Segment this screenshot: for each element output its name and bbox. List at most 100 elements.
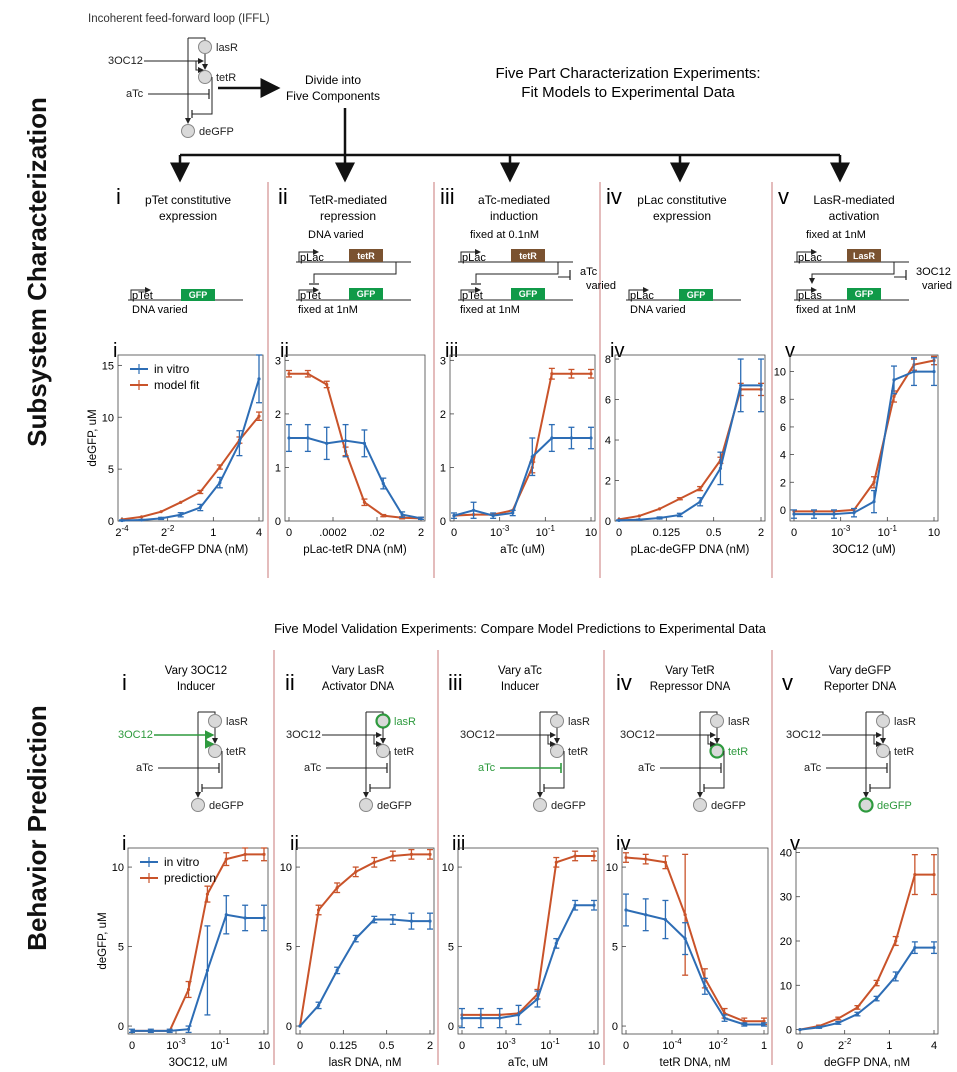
data-point xyxy=(287,372,291,376)
data-point xyxy=(644,857,648,861)
oc12-label: 3OC12 xyxy=(620,729,655,741)
data-point xyxy=(381,481,385,486)
data-point xyxy=(511,511,515,515)
data-point xyxy=(149,1029,153,1033)
y-tick-label: 15 xyxy=(102,360,114,372)
data-point xyxy=(742,1019,746,1023)
data-point xyxy=(836,1016,840,1021)
bottom-panel-header-ii: ii Vary LasR Activator DNA xyxy=(285,665,394,695)
promoter-label: pTet xyxy=(462,290,483,302)
data-point xyxy=(179,513,183,517)
oc12-label: 3OC12 xyxy=(786,729,821,741)
circuit-note: fixed at 1nM xyxy=(460,304,520,316)
series-line-in-vitro xyxy=(289,437,422,520)
data-point xyxy=(168,1029,172,1033)
lasR-node xyxy=(550,714,564,728)
panel-title-line1: pTet constitutive xyxy=(145,193,231,207)
panel-number: ii xyxy=(285,670,295,695)
chart-panel-number: v xyxy=(785,340,795,362)
data-point xyxy=(550,436,554,440)
y-tick-label: 10 xyxy=(102,412,114,424)
top-panel-header-iii: iii aTc-mediated induction xyxy=(440,184,550,223)
tetR-label: tetR xyxy=(216,72,236,84)
x-axis-label: 3OC12, uM xyxy=(169,1057,228,1069)
data-point xyxy=(325,382,329,387)
x-tick-label: 0 xyxy=(616,527,622,539)
characterization-title-line1: Five Part Characterization Experiments: xyxy=(495,65,760,82)
panel-title-line2: Repressor DNA xyxy=(650,681,731,693)
data-point xyxy=(742,1022,746,1027)
x-tick-label: 0.125 xyxy=(653,527,681,539)
data-point xyxy=(257,377,261,381)
data-point xyxy=(852,511,856,515)
x-tick-label: 0 xyxy=(459,1040,465,1052)
data-point xyxy=(372,917,376,922)
data-point xyxy=(391,854,395,858)
atc-label: aTc xyxy=(478,762,496,774)
data-point xyxy=(428,852,432,856)
lasR-label: lasR xyxy=(394,716,416,728)
data-point xyxy=(892,378,896,382)
panel-title-line1: TetR-mediated xyxy=(309,193,387,207)
panel-title-line1: LasR-mediated xyxy=(813,193,894,207)
top-panel-header-i: i pTet constitutive expression xyxy=(116,184,231,223)
data-point xyxy=(139,515,144,519)
x-tick-label: 1 xyxy=(761,1040,767,1052)
data-point xyxy=(262,916,266,920)
atc-label: aTc xyxy=(136,762,154,774)
legend-label: model fit xyxy=(154,378,200,392)
atc-label: aTc xyxy=(804,762,822,774)
circuit-note: DNA varied xyxy=(630,304,686,316)
top-panel-header-ii: ii TetR-mediated repression xyxy=(278,184,387,223)
lasR-label: lasR xyxy=(568,716,590,728)
data-point xyxy=(362,441,367,445)
x-tick-label: 2-2 xyxy=(838,1037,852,1052)
tetR-label: tetR xyxy=(568,746,588,758)
data-point xyxy=(159,516,163,521)
y-tick-label: 40 xyxy=(780,847,792,859)
data-point xyxy=(186,1027,191,1031)
x-tick-label: 1 xyxy=(886,1040,892,1052)
gene-box xyxy=(511,288,545,300)
gene-box xyxy=(847,288,881,300)
chart-panel-number: i xyxy=(113,340,117,362)
data-point xyxy=(573,854,577,858)
y-tick-label: 5 xyxy=(118,942,124,954)
x-tick-label: 10-3 xyxy=(831,524,851,539)
data-point xyxy=(516,1013,521,1017)
series-line-in-vitro xyxy=(794,370,934,516)
data-point xyxy=(759,383,763,387)
bottom-panel-header-v: v Vary deGFP Reporter DNA xyxy=(782,665,896,695)
data-point xyxy=(913,872,917,877)
data-point xyxy=(218,481,222,485)
x-tick-label: 10-1 xyxy=(878,524,898,539)
circuit-note: fixed at 1nM xyxy=(298,304,358,316)
lasR-label: lasR xyxy=(226,716,248,728)
data-point xyxy=(198,490,202,494)
gene-label: LasR xyxy=(853,251,876,261)
x-tick-label: 4 xyxy=(931,1040,937,1052)
y-tick-label: 3 xyxy=(275,355,281,367)
panel-title-line2: Activator DNA xyxy=(322,681,395,693)
x-axis-label: 3OC12 (uM) xyxy=(832,544,895,556)
data-point xyxy=(657,507,662,511)
data-point xyxy=(218,465,222,469)
axes-frame xyxy=(614,354,766,522)
data-point xyxy=(589,372,593,376)
panel-number: ii xyxy=(278,184,288,209)
panel-title-line2: expression xyxy=(653,209,711,223)
data-point xyxy=(855,1005,860,1010)
panel-title-line1: Vary 3OC12 xyxy=(165,665,227,677)
panel-number: v xyxy=(782,670,793,695)
circuit-top-note: DNA varied xyxy=(308,229,364,241)
chart-top-iv: iv 0 2 4 6 8 0 0.125 0.5 2 pLac-deGFP DNA (nM) xyxy=(605,340,766,556)
gene-label: GFP xyxy=(519,289,538,299)
data-point xyxy=(479,1016,483,1020)
data-point xyxy=(932,370,936,374)
tetR-node xyxy=(550,744,564,758)
x-tick-label: 10 xyxy=(588,1040,600,1052)
x-tick-label: 2 xyxy=(758,527,764,539)
